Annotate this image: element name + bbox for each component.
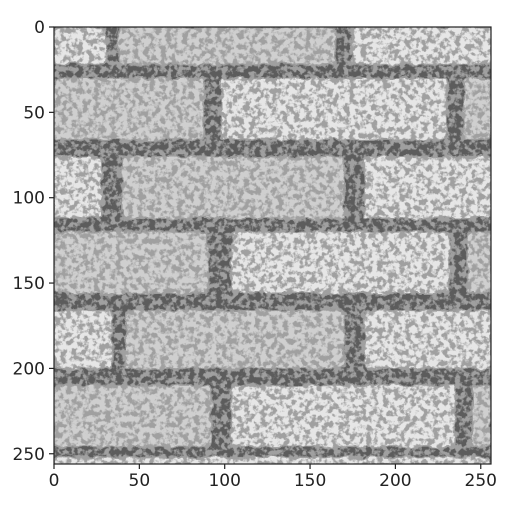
y-tick-label: 250 (13, 445, 45, 465)
y-tick-label: 0 (34, 18, 45, 38)
y-axis: 0 50 100 150 200 250 (13, 18, 54, 465)
texture-speckle (54, 27, 491, 464)
x-axis: 0 50 100 150 200 250 (49, 464, 497, 491)
y-tick-label: 150 (13, 274, 45, 294)
x-tick-label: 200 (379, 471, 411, 491)
y-tick-label: 100 (13, 189, 45, 209)
x-tick-label: 0 (49, 471, 60, 491)
x-tick-label: 250 (465, 471, 497, 491)
x-tick-label: 150 (294, 471, 326, 491)
x-tick-label: 100 (208, 471, 240, 491)
axes-frame (53, 26, 492, 465)
y-tick-label: 200 (13, 359, 45, 379)
brick-image (54, 27, 491, 464)
y-tick-label: 50 (23, 103, 45, 123)
x-tick-label: 50 (129, 471, 151, 491)
